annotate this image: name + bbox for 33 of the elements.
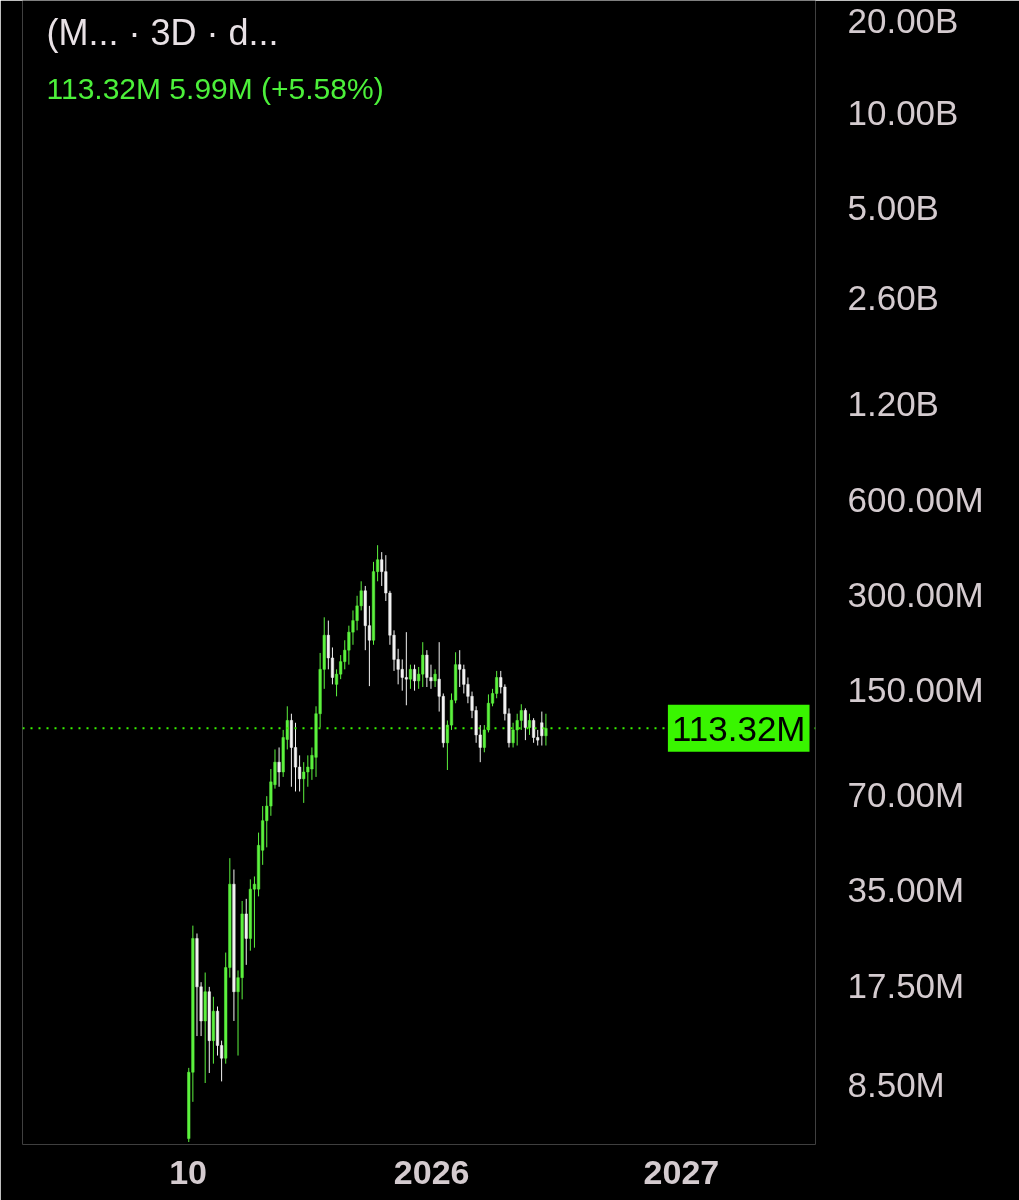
- y-tick-label: 8.50M: [847, 1065, 945, 1105]
- y-tick-label: 300.00M: [847, 574, 984, 614]
- y-tick-label: 10.00B: [847, 92, 959, 132]
- y-tick-label: 600.00M: [847, 479, 984, 519]
- y-tick-label: 5.00B: [847, 187, 939, 227]
- candlestick: [511, 722, 515, 748]
- candlestick: [421, 641, 425, 688]
- x-tick-label: 2027: [643, 1152, 720, 1191]
- y-tick-label: 2.60B: [847, 277, 939, 317]
- y-tick-label: 35.00M: [847, 870, 965, 910]
- candlestick: [433, 668, 437, 688]
- candlestick: [413, 664, 417, 692]
- x-tick-label: 10: [169, 1152, 207, 1191]
- candlestick: [293, 722, 298, 792]
- y-tick-label: 1.20B: [847, 384, 939, 424]
- ref-line-label: 113.32M: [671, 708, 806, 748]
- candlestick: [540, 711, 544, 747]
- y-tick-label: 150.00M: [847, 670, 984, 710]
- candlestick: [404, 631, 408, 706]
- candlestick: [515, 713, 519, 747]
- candlestick: [408, 664, 412, 690]
- chart-title: (M... · 3D · d...: [46, 12, 279, 53]
- y-tick-label: 70.00M: [847, 775, 965, 815]
- y-tick-label: 17.50M: [847, 965, 965, 1005]
- candlestick: [532, 717, 536, 744]
- candlestick: [544, 713, 548, 747]
- x-tick-label: 2026: [393, 1152, 470, 1191]
- candlestick: [523, 707, 527, 741]
- y-tick-label: 20.00B: [847, 0, 959, 40]
- candlestick: [277, 746, 281, 788]
- candlestick: [527, 713, 532, 736]
- text: 113.32M 5.99M (+5.58%): [46, 72, 384, 105]
- candlestick: [425, 649, 429, 688]
